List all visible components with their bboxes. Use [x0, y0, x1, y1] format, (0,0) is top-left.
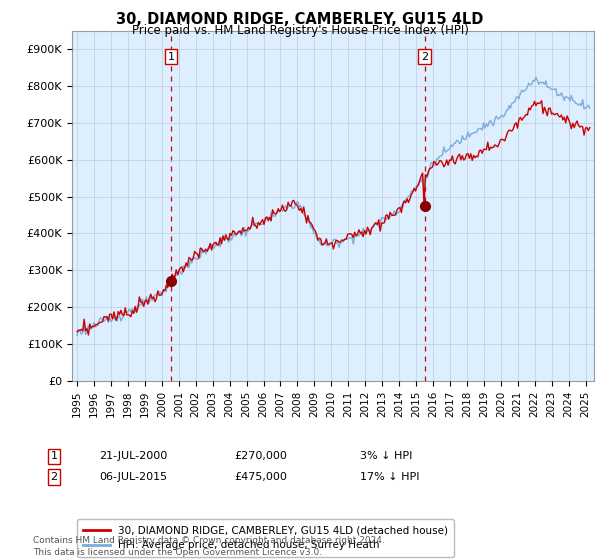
- Text: 06-JUL-2015: 06-JUL-2015: [99, 472, 167, 482]
- Text: Contains HM Land Registry data © Crown copyright and database right 2024.
This d: Contains HM Land Registry data © Crown c…: [33, 536, 385, 557]
- Text: 1: 1: [167, 52, 175, 62]
- Text: 2: 2: [421, 52, 428, 62]
- Text: 30, DIAMOND RIDGE, CAMBERLEY, GU15 4LD: 30, DIAMOND RIDGE, CAMBERLEY, GU15 4LD: [116, 12, 484, 27]
- Text: 17% ↓ HPI: 17% ↓ HPI: [360, 472, 419, 482]
- Text: £270,000: £270,000: [234, 451, 287, 461]
- Legend: 30, DIAMOND RIDGE, CAMBERLEY, GU15 4LD (detached house), HPI: Average price, det: 30, DIAMOND RIDGE, CAMBERLEY, GU15 4LD (…: [77, 519, 454, 557]
- Text: 21-JUL-2000: 21-JUL-2000: [99, 451, 167, 461]
- Text: 2: 2: [50, 472, 58, 482]
- Text: 3% ↓ HPI: 3% ↓ HPI: [360, 451, 412, 461]
- Text: Price paid vs. HM Land Registry's House Price Index (HPI): Price paid vs. HM Land Registry's House …: [131, 24, 469, 37]
- Text: £475,000: £475,000: [234, 472, 287, 482]
- Text: 1: 1: [50, 451, 58, 461]
